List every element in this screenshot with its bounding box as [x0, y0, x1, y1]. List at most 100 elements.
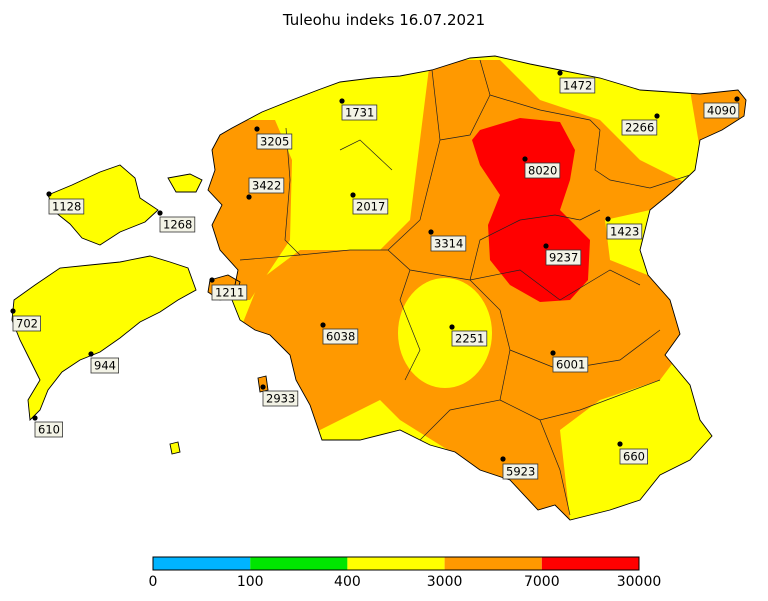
legend-colorbar: 0 100 400 3000 7000 30000	[149, 556, 662, 590]
station-label-box	[545, 249, 582, 266]
border-line	[284, 127, 301, 256]
station-marker: 2017	[350, 192, 389, 215]
station-dot	[428, 229, 434, 235]
station-label-box	[262, 390, 299, 407]
station-dot	[157, 210, 163, 216]
station-marker: 2933	[260, 384, 299, 407]
station-marker: 6001	[550, 350, 589, 373]
border-line	[499, 379, 661, 421]
station-marker: 610	[32, 415, 64, 438]
station-value: 1211	[215, 286, 244, 300]
station-label-box	[430, 235, 467, 252]
station-label-box	[451, 330, 488, 347]
station-dot	[654, 113, 660, 119]
station-value: 3205	[260, 135, 289, 149]
station-label-box	[552, 356, 589, 373]
station-marker: 1128	[46, 191, 85, 215]
border-line	[489, 94, 691, 189]
station-value: 1128	[52, 200, 81, 214]
station-marker: 2251	[449, 324, 488, 347]
station-marker: 1211	[209, 277, 248, 301]
station-dot	[339, 98, 345, 104]
station-marker: 1731	[339, 98, 378, 121]
station-value: 1423	[610, 225, 639, 239]
legend-tick-label: 30000	[617, 574, 662, 590]
border-line	[339, 139, 393, 171]
legend-bin	[250, 557, 348, 570]
zone-high-west	[205, 120, 292, 300]
station-value: 2933	[266, 392, 295, 406]
legend-bin	[444, 557, 542, 570]
station-value: 5923	[506, 465, 535, 479]
border-line	[509, 329, 661, 371]
station-marker: 9237	[543, 243, 582, 266]
station-label-box	[90, 357, 120, 374]
station-dot	[254, 126, 260, 132]
station-label-box	[502, 463, 539, 480]
station-label-box	[524, 162, 561, 179]
station-value: 2266	[625, 121, 654, 135]
station-dot	[734, 96, 740, 102]
station-dot	[260, 384, 266, 390]
station-marker: 1423	[605, 216, 643, 240]
station-marker: 1268	[157, 210, 196, 233]
border-line	[469, 219, 521, 281]
border-line	[419, 279, 511, 441]
station-value: 1268	[163, 218, 192, 232]
station-dot	[449, 324, 455, 330]
station-dot	[320, 322, 326, 328]
station-label-box	[12, 315, 42, 332]
station-value: 944	[94, 359, 116, 373]
station-value: 3422	[252, 179, 281, 193]
station-marker: 8020	[522, 156, 561, 179]
border-line	[239, 254, 301, 261]
legend-tick-label: 7000	[524, 574, 560, 590]
station-dot	[617, 441, 623, 447]
station-value: 2017	[356, 200, 385, 214]
station-marker: 1472	[557, 70, 596, 94]
border-line	[399, 269, 421, 381]
station-marker: 660	[617, 441, 649, 465]
station-label-box	[352, 198, 389, 215]
station-label-box	[248, 177, 285, 194]
station-dot	[557, 70, 563, 76]
station-label-box	[341, 104, 378, 121]
station-label-box	[34, 421, 64, 438]
station-dot	[350, 192, 356, 198]
station-dot	[605, 216, 611, 222]
station-dot	[46, 191, 52, 197]
legend-tick-label: 100	[237, 574, 264, 590]
station-dot	[543, 243, 549, 249]
station-marker: 2266	[621, 113, 660, 136]
station-label-box	[559, 77, 596, 94]
legend-tick-label: 3000	[427, 574, 463, 590]
legend-tick-label: 0	[149, 574, 158, 590]
legend-bin	[347, 557, 445, 570]
station-label-box	[606, 223, 643, 240]
station-value: 2251	[455, 332, 484, 346]
border-line	[539, 419, 571, 516]
station-dot	[32, 415, 38, 421]
station-value: 4090	[707, 104, 736, 118]
station-label-box	[48, 198, 85, 215]
zone-low-central	[398, 278, 492, 388]
legend-bin	[153, 557, 251, 570]
station-marker: 3205	[254, 126, 293, 150]
station-label-box	[703, 102, 740, 119]
station-value: 660	[623, 450, 645, 464]
station-value: 6038	[326, 330, 355, 344]
station-label-box	[619, 448, 649, 465]
station-label-box	[159, 216, 196, 233]
station-marker: 5923	[500, 456, 539, 480]
station-dot	[550, 350, 556, 356]
station-label-box	[322, 328, 359, 345]
station-dot	[246, 194, 252, 200]
station-value: 8020	[528, 164, 557, 178]
station-dot	[209, 277, 215, 283]
station-label-box	[621, 119, 658, 136]
station-marker: 3422	[246, 177, 285, 200]
border-line	[439, 59, 491, 141]
stations: 1472 4090 1731 2266 3205 8020 3422 1128 2017 1268…	[10, 70, 740, 480]
